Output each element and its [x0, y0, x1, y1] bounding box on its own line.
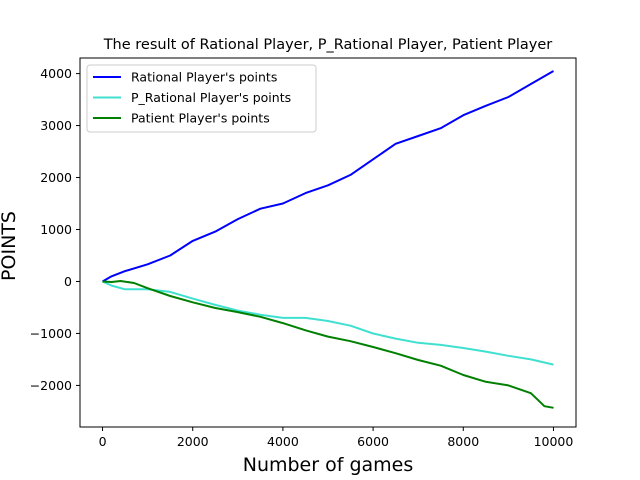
x-tick-label: 2000 — [177, 434, 209, 449]
series-layer — [102, 70, 554, 409]
y-tick-label: −2000 — [30, 378, 72, 393]
y-tick-label: 0 — [64, 274, 72, 289]
x-tick-label: 4000 — [267, 434, 299, 449]
legend-label-3: Patient Player's points — [131, 111, 270, 126]
ticks-layer: 0 2000 4000 6000 8000 10000 −2000 −1000 0 1000 200… — [30, 66, 574, 449]
x-axis-label: Number of games — [243, 454, 414, 476]
y-tick-label: 1000 — [40, 222, 72, 237]
legend-label-2: P_Rational Player's points — [131, 90, 291, 105]
y-tick-label: 3000 — [40, 118, 72, 133]
legend: Rational Player's points P_Rational Playe… — [86, 64, 317, 133]
y-tick-label: 2000 — [40, 170, 72, 185]
series-line-1 — [102, 70, 554, 283]
legend-box — [86, 64, 317, 133]
y-tick-label: 4000 — [40, 66, 72, 81]
x-tick-label: 8000 — [447, 434, 479, 449]
legend-label-1: Rational Player's points — [131, 70, 277, 85]
x-tick-label: 10000 — [534, 434, 574, 449]
series-line-3 — [102, 280, 554, 409]
y-tick-label: −1000 — [30, 326, 72, 341]
x-tick-label: 0 — [99, 434, 107, 449]
plot-frame — [79, 57, 577, 428]
chart-title: The result of Rational Player, P_Rationa… — [103, 37, 553, 53]
x-tick-label: 6000 — [357, 434, 389, 449]
y-axis-label: POINTS — [0, 211, 20, 281]
series-line-2 — [102, 280, 554, 366]
